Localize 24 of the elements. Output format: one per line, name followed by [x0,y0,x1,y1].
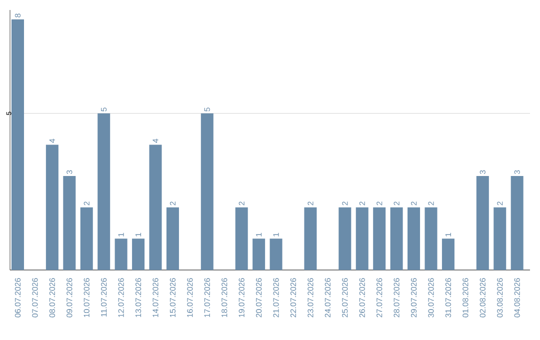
bar [494,207,506,270]
bar [63,176,76,270]
bar [408,207,420,270]
bar [149,144,162,270]
bar [442,238,454,270]
bar [304,207,317,270]
bar [12,19,24,270]
bar [98,113,110,270]
bar [338,207,352,270]
bar [373,207,386,270]
bar [252,238,266,270]
bar [132,238,145,270]
bar [46,144,58,270]
bar [200,113,214,270]
bar [510,176,524,270]
bar [235,207,248,270]
bar [114,238,128,270]
bar [476,176,489,270]
bar [390,207,403,270]
bar [80,207,93,270]
bar [166,207,179,270]
bar [356,207,368,270]
bar [270,238,282,270]
bar [424,207,438,270]
